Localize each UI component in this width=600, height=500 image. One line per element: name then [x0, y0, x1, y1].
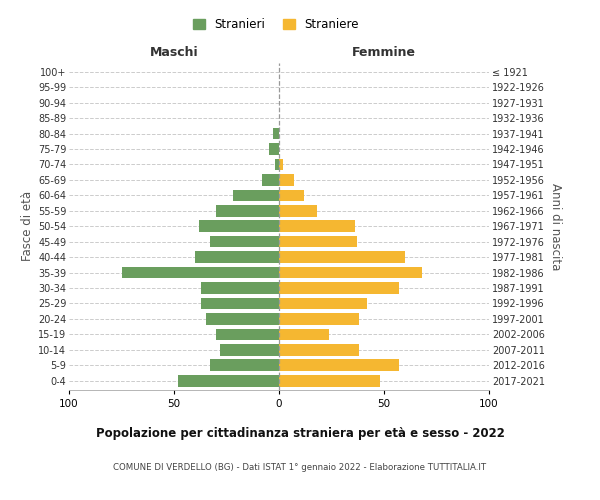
Text: Maschi: Maschi — [149, 46, 199, 60]
Bar — [279, 205, 317, 216]
Text: Popolazione per cittadinanza straniera per età e sesso - 2022: Popolazione per cittadinanza straniera p… — [95, 428, 505, 440]
Bar — [279, 282, 398, 294]
Bar — [269, 143, 279, 155]
Bar — [279, 267, 422, 278]
Bar — [279, 174, 294, 186]
Bar — [233, 190, 279, 201]
Bar — [195, 252, 279, 263]
Bar — [202, 298, 279, 310]
Bar — [205, 313, 279, 324]
Y-axis label: Anni di nascita: Anni di nascita — [549, 182, 562, 270]
Y-axis label: Fasce di età: Fasce di età — [20, 191, 34, 262]
Legend: Stranieri, Straniere: Stranieri, Straniere — [188, 14, 364, 36]
Bar — [275, 158, 279, 170]
Bar — [279, 375, 380, 386]
Bar — [279, 236, 356, 248]
Bar — [279, 328, 329, 340]
Bar — [210, 236, 279, 248]
Bar — [279, 158, 283, 170]
Bar — [220, 344, 279, 356]
Bar — [216, 205, 279, 216]
Bar — [279, 220, 355, 232]
Bar — [279, 344, 359, 356]
Bar — [122, 267, 279, 278]
Bar — [210, 360, 279, 371]
Bar — [279, 190, 304, 201]
Bar — [216, 328, 279, 340]
Bar — [262, 174, 279, 186]
Bar — [279, 360, 398, 371]
Text: Femmine: Femmine — [352, 46, 416, 60]
Bar — [202, 282, 279, 294]
Text: COMUNE DI VERDELLO (BG) - Dati ISTAT 1° gennaio 2022 - Elaborazione TUTTITALIA.I: COMUNE DI VERDELLO (BG) - Dati ISTAT 1° … — [113, 462, 487, 471]
Bar — [178, 375, 279, 386]
Bar — [279, 298, 367, 310]
Bar — [272, 128, 279, 140]
Bar — [279, 313, 359, 324]
Bar — [199, 220, 279, 232]
Bar — [279, 252, 405, 263]
